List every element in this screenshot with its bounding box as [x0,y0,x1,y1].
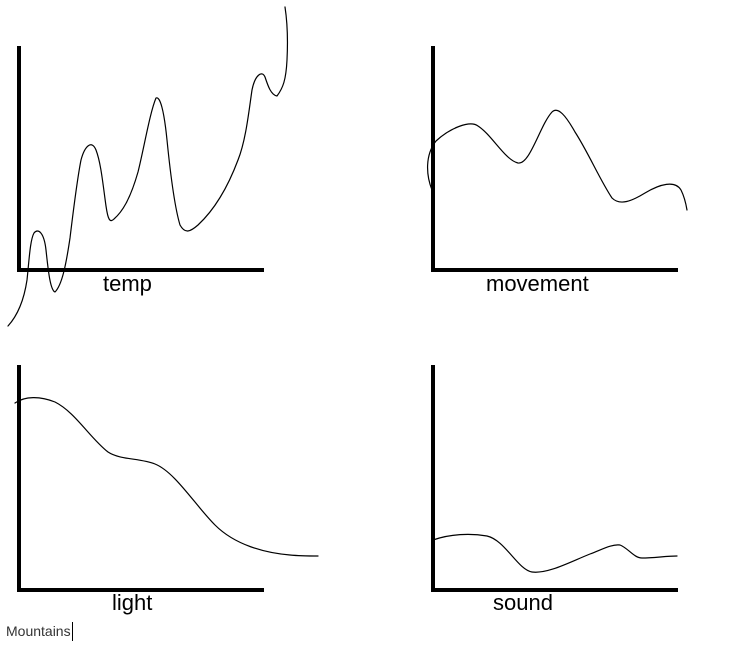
sound-axes [431,365,678,592]
temp-axes [17,46,264,272]
text-cursor [71,621,74,641]
movement-curve [427,109,688,211]
movement-panel: movement [427,46,688,296]
movement-axes [431,46,678,272]
caption-text: Mountains [6,623,71,639]
temp-panel: temp [7,6,288,327]
temp-label: temp [103,271,152,296]
light-axes [17,365,264,592]
light-curve [14,397,319,557]
light-panel: light [14,365,319,615]
sound-curve [432,533,678,573]
temp-curve [7,6,288,327]
sound-panel: sound [431,365,678,615]
movement-label: movement [486,271,589,296]
caption-field[interactable]: Mountains [6,621,74,641]
sound-label: sound [493,590,553,615]
light-label: light [112,590,152,615]
